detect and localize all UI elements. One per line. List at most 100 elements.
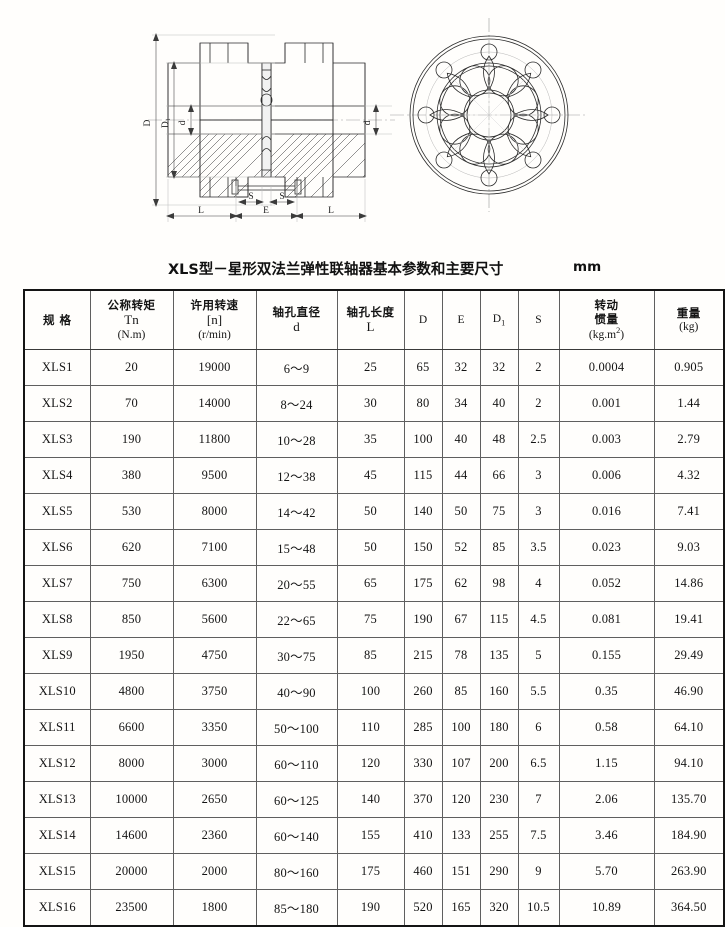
cell-D1: 98 — [479, 565, 519, 602]
front-view — [390, 18, 588, 212]
cell-speed: 8000 — [172, 493, 257, 530]
table-row: XLS9 1950 4750 30～75 85 215 78 135 5 0.155 29.49 — [23, 637, 725, 674]
cell-model: XLS9 — [23, 637, 91, 674]
cell-S: 3 — [517, 493, 560, 530]
coupling-drawing-svg: D D₁ d d L S E S L — [143, 18, 588, 222]
cell-mass: 9.03 — [653, 529, 725, 566]
cell-S: 2.5 — [517, 421, 560, 458]
cell-torque: 10000 — [89, 781, 174, 818]
cell-torque: 8000 — [89, 745, 174, 782]
table-row: XLS8 850 5600 22～65 75 190 67 115 4.5 0.081 19.41 — [23, 601, 725, 638]
cell-D1: 255 — [479, 817, 519, 854]
cell-bore: 50～100 — [255, 709, 338, 746]
cell-D: 215 — [403, 637, 443, 674]
cell-inertia: 10.89 — [558, 889, 655, 927]
cell-length: 50 — [336, 529, 405, 566]
dim-label-d-right: d — [363, 120, 373, 125]
table-row: XLS12 8000 3000 60～110 120 330 107 200 6.5 1.15 94… — [23, 745, 725, 782]
table-row: XLS16 23500 1800 85～180 190 520 165 320 10.5 10.8… — [23, 889, 725, 927]
cell-length: 25 — [336, 349, 405, 386]
cell-D1: 32 — [479, 349, 519, 386]
cell-model: XLS14 — [23, 817, 91, 854]
table-row: XLS7 750 6300 20～55 65 175 62 98 4 0.052 14.86 — [23, 565, 725, 602]
cell-D: 410 — [403, 817, 443, 854]
cell-speed: 11800 — [172, 421, 257, 458]
table-caption: XLS型－星形双法兰弹性联轴器基本参数和主要尺寸 mm — [0, 255, 725, 283]
cell-D1: 320 — [479, 889, 519, 927]
cell-model: XLS1 — [23, 349, 91, 386]
cell-length: 45 — [336, 457, 405, 494]
table-row: XLS6 620 7100 15～48 50 150 52 85 3.5 0.023 9.03 — [23, 529, 725, 566]
caption-unit-text: mm — [573, 259, 602, 275]
table-row: XLS15 20000 2000 80～160 175 460 151 290 9 5.70 263… — [23, 853, 725, 890]
cell-D: 330 — [403, 745, 443, 782]
cell-speed: 2360 — [172, 817, 257, 854]
cell-D1: 40 — [479, 385, 519, 422]
cell-mass: 19.41 — [653, 601, 725, 638]
cell-E: 62 — [441, 565, 481, 602]
cell-D: 260 — [403, 673, 443, 710]
cell-bore: 60～140 — [255, 817, 338, 854]
cell-D1: 75 — [479, 493, 519, 530]
header-moment-of-inertia: 转动 惯量 (kg.m2) — [558, 289, 655, 350]
cell-bore: 12～38 — [255, 457, 338, 494]
cell-mass: 64.10 — [653, 709, 725, 746]
cell-length: 120 — [336, 745, 405, 782]
dim-label-L-left: L — [198, 206, 204, 216]
cell-S: 3.5 — [517, 529, 560, 566]
cell-speed: 3350 — [172, 709, 257, 746]
cell-mass: 94.10 — [653, 745, 725, 782]
cell-inertia: 0.016 — [558, 493, 655, 530]
cell-E: 165 — [441, 889, 481, 927]
cell-speed: 2000 — [172, 853, 257, 890]
cell-inertia: 0.0004 — [558, 349, 655, 386]
cell-speed: 19000 — [172, 349, 257, 386]
dim-label-L-right: L — [328, 206, 334, 216]
cell-bore: 15～48 — [255, 529, 338, 566]
cell-D: 100 — [403, 421, 443, 458]
bolt-holes — [417, 43, 561, 187]
cell-E: 52 — [441, 529, 481, 566]
cell-E: 120 — [441, 781, 481, 818]
cell-length: 140 — [336, 781, 405, 818]
cell-S: 2 — [517, 385, 560, 422]
cell-D: 370 — [403, 781, 443, 818]
cell-model: XLS16 — [23, 889, 91, 927]
cell-D: 175 — [403, 565, 443, 602]
table-row: XLS2 70 14000 8～24 30 80 34 40 2 0.001 1.44 — [23, 385, 725, 422]
cell-model: XLS12 — [23, 745, 91, 782]
cell-D1: 160 — [479, 673, 519, 710]
spec-table-container: 规 格 公称转矩 Tn (N.m) 许用转速 [n] (r/min) 轴孔直径 … — [23, 289, 725, 927]
table-row: XLS4 380 9500 12～38 45 115 44 66 3 0.006 4.32 — [23, 457, 725, 494]
cell-model: XLS3 — [23, 421, 91, 458]
header-model: 规 格 — [23, 289, 91, 350]
cell-torque: 6600 — [89, 709, 174, 746]
cell-S: 7.5 — [517, 817, 560, 854]
caption-title-text: XLS型－星形双法兰弹性联轴器基本参数和主要尺寸 — [168, 262, 504, 278]
cell-bore: 6～9 — [255, 349, 338, 386]
cell-D: 65 — [403, 349, 443, 386]
cell-model: XLS13 — [23, 781, 91, 818]
spec-table: 规 格 公称转矩 Tn (N.m) 许用转速 [n] (r/min) 轴孔直径 … — [23, 289, 725, 927]
cell-torque: 750 — [89, 565, 174, 602]
cell-S: 3 — [517, 457, 560, 494]
cell-S: 2 — [517, 349, 560, 386]
cell-torque: 620 — [89, 529, 174, 566]
dim-label-D1: D₁ — [161, 118, 171, 128]
cell-speed: 7100 — [172, 529, 257, 566]
dim-label-E: E — [263, 206, 269, 216]
cell-length: 155 — [336, 817, 405, 854]
cell-inertia: 0.58 — [558, 709, 655, 746]
section-view — [148, 33, 395, 222]
cell-bore: 60～125 — [255, 781, 338, 818]
cell-E: 32 — [441, 349, 481, 386]
cell-inertia: 5.70 — [558, 853, 655, 890]
cell-speed: 6300 — [172, 565, 257, 602]
table-row: XLS3 190 11800 10～28 35 100 40 48 2.5 0.003 2.79 — [23, 421, 725, 458]
cell-model: XLS8 — [23, 601, 91, 638]
cell-D: 140 — [403, 493, 443, 530]
cell-length: 50 — [336, 493, 405, 530]
cell-mass: 7.41 — [653, 493, 725, 530]
cell-model: XLS15 — [23, 853, 91, 890]
cell-model: XLS4 — [23, 457, 91, 494]
